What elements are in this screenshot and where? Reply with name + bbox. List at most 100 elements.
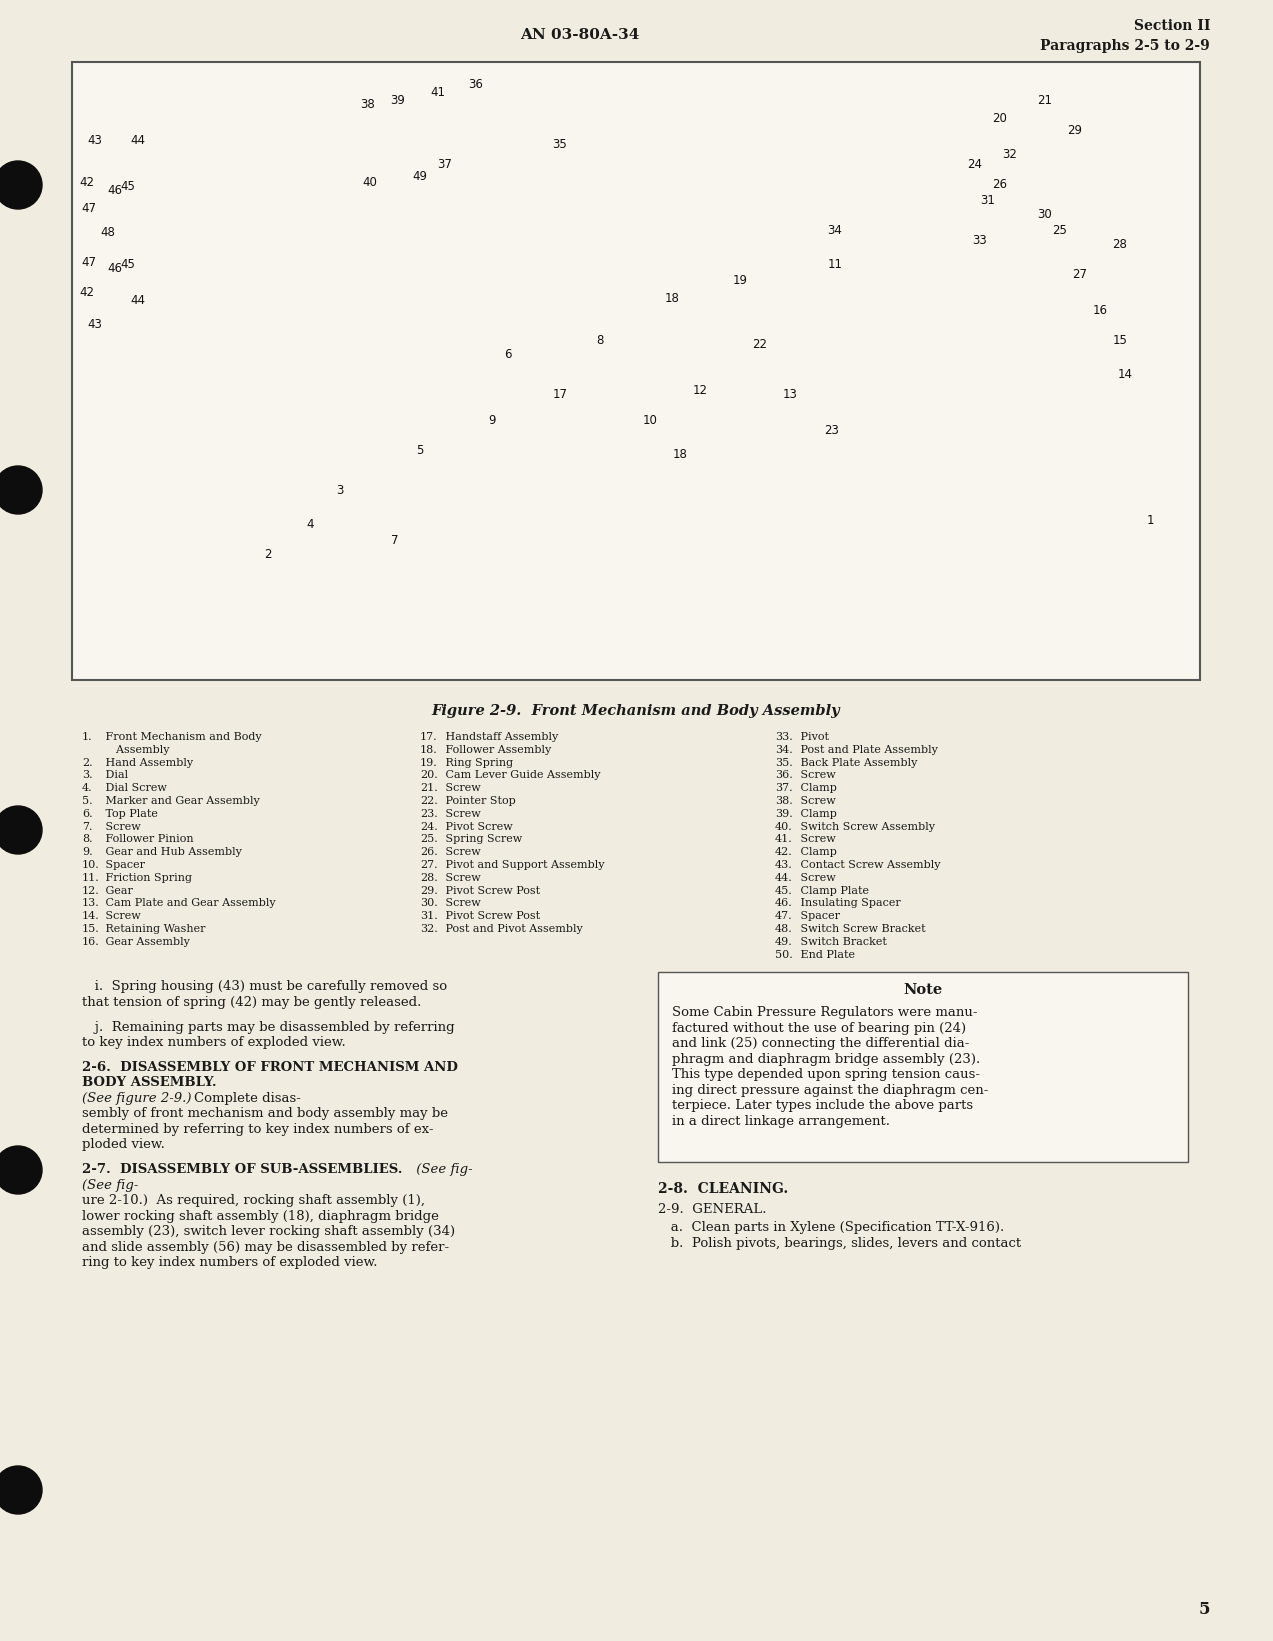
Text: Follower Pinion: Follower Pinion bbox=[102, 834, 193, 845]
Text: 38: 38 bbox=[360, 98, 376, 112]
Text: 3: 3 bbox=[336, 484, 344, 497]
Text: 45: 45 bbox=[121, 179, 135, 192]
Text: 25.: 25. bbox=[420, 834, 438, 845]
Text: b.  Polish pivots, bearings, slides, levers and contact: b. Polish pivots, bearings, slides, leve… bbox=[658, 1237, 1021, 1250]
Circle shape bbox=[0, 161, 42, 208]
Text: Insulating Spacer: Insulating Spacer bbox=[797, 898, 901, 909]
Text: Ring Spring: Ring Spring bbox=[442, 758, 513, 768]
Text: 23: 23 bbox=[825, 423, 839, 437]
Text: i.  Spring housing (43) must be carefully removed so: i. Spring housing (43) must be carefully… bbox=[81, 980, 447, 993]
Text: 47: 47 bbox=[81, 202, 97, 215]
Text: 20.: 20. bbox=[420, 770, 438, 781]
Text: 21: 21 bbox=[1037, 94, 1053, 107]
Text: Spring Screw: Spring Screw bbox=[442, 834, 522, 845]
Text: 37: 37 bbox=[438, 159, 452, 172]
Text: 22.: 22. bbox=[420, 796, 438, 806]
Text: that tension of spring (42) may be gently released.: that tension of spring (42) may be gentl… bbox=[81, 996, 421, 1009]
Text: 9: 9 bbox=[489, 414, 495, 427]
Text: 2-9.  GENERAL.: 2-9. GENERAL. bbox=[658, 1203, 766, 1216]
Text: 42: 42 bbox=[79, 177, 94, 189]
Text: assembly (23), switch lever rocking shaft assembly (34): assembly (23), switch lever rocking shaf… bbox=[81, 1226, 456, 1239]
Text: 14.: 14. bbox=[81, 911, 99, 921]
Text: 9.: 9. bbox=[81, 847, 93, 857]
Text: Clamp: Clamp bbox=[797, 783, 836, 793]
Text: Front Mechanism and Body: Front Mechanism and Body bbox=[102, 732, 262, 742]
Text: ploded view.: ploded view. bbox=[81, 1139, 165, 1152]
Text: 8.: 8. bbox=[81, 834, 93, 845]
Text: 40.: 40. bbox=[775, 822, 793, 832]
Text: 48.: 48. bbox=[775, 924, 793, 934]
Text: Post and Plate Assembly: Post and Plate Assembly bbox=[797, 745, 938, 755]
Text: ure 2-10.)  As required, rocking shaft assembly (1),: ure 2-10.) As required, rocking shaft as… bbox=[81, 1195, 425, 1208]
Text: 10.: 10. bbox=[81, 860, 99, 870]
Text: 35.: 35. bbox=[775, 758, 793, 768]
Text: 27.: 27. bbox=[420, 860, 438, 870]
Text: 16: 16 bbox=[1092, 304, 1108, 317]
Text: Screw: Screw bbox=[442, 898, 481, 909]
Text: This type depended upon spring tension caus-: This type depended upon spring tension c… bbox=[672, 1068, 980, 1081]
Text: Pivot Screw Post: Pivot Screw Post bbox=[442, 886, 540, 896]
Text: 29: 29 bbox=[1068, 123, 1082, 136]
Text: Handstaff Assembly: Handstaff Assembly bbox=[442, 732, 559, 742]
Text: End Plate: End Plate bbox=[797, 950, 855, 960]
Text: Paragraphs 2-5 to 2-9: Paragraphs 2-5 to 2-9 bbox=[1040, 39, 1211, 53]
Text: Switch Screw Bracket: Switch Screw Bracket bbox=[797, 924, 925, 934]
Circle shape bbox=[0, 1465, 42, 1515]
Text: 42.: 42. bbox=[775, 847, 793, 857]
Text: 28: 28 bbox=[1113, 238, 1128, 251]
Text: 34.: 34. bbox=[775, 745, 793, 755]
Bar bbox=[658, 973, 1188, 1162]
Text: (See fig-: (See fig- bbox=[81, 1178, 139, 1191]
Text: 16.: 16. bbox=[81, 937, 99, 947]
Text: 47.: 47. bbox=[775, 911, 793, 921]
Text: lower rocking shaft assembly (18), diaphragm bridge: lower rocking shaft assembly (18), diaph… bbox=[81, 1209, 439, 1223]
Text: 4.: 4. bbox=[81, 783, 93, 793]
Text: 2-7.  DISASSEMBLY OF SUB-ASSEMBLIES.: 2-7. DISASSEMBLY OF SUB-ASSEMBLIES. bbox=[81, 1163, 402, 1177]
Text: 15.: 15. bbox=[81, 924, 99, 934]
Text: 15: 15 bbox=[1113, 333, 1128, 346]
Text: 11.: 11. bbox=[81, 873, 99, 883]
Text: 46.: 46. bbox=[775, 898, 793, 909]
Text: 43.: 43. bbox=[775, 860, 793, 870]
Text: 1: 1 bbox=[1146, 514, 1153, 527]
Text: 2.: 2. bbox=[81, 758, 93, 768]
Text: sembly of front mechanism and body assembly may be: sembly of front mechanism and body assem… bbox=[81, 1108, 448, 1121]
Text: Screw: Screw bbox=[102, 822, 141, 832]
Text: Screw: Screw bbox=[797, 770, 836, 781]
Text: Pivot: Pivot bbox=[797, 732, 829, 742]
Text: 28.: 28. bbox=[420, 873, 438, 883]
Text: Follower Assembly: Follower Assembly bbox=[442, 745, 551, 755]
Text: and slide assembly (56) may be disassembled by refer-: and slide assembly (56) may be disassemb… bbox=[81, 1241, 449, 1254]
Text: 10: 10 bbox=[643, 414, 657, 427]
Text: Complete disas-: Complete disas- bbox=[193, 1091, 300, 1104]
Text: Gear: Gear bbox=[102, 886, 132, 896]
Text: BODY ASSEMBLY.: BODY ASSEMBLY. bbox=[81, 1076, 222, 1090]
Text: 13.: 13. bbox=[81, 898, 99, 909]
Text: Pivot Screw Post: Pivot Screw Post bbox=[442, 911, 540, 921]
Text: 30: 30 bbox=[1037, 208, 1053, 222]
Text: j.  Remaining parts may be disassembled by referring: j. Remaining parts may be disassembled b… bbox=[81, 1021, 454, 1034]
Text: Switch Bracket: Switch Bracket bbox=[797, 937, 887, 947]
Text: 44: 44 bbox=[131, 294, 145, 307]
Text: Clamp: Clamp bbox=[797, 809, 836, 819]
Text: (See figure 2-9.): (See figure 2-9.) bbox=[81, 1091, 191, 1104]
Text: 5: 5 bbox=[1198, 1602, 1211, 1618]
Text: 44.: 44. bbox=[775, 873, 793, 883]
Text: Clamp: Clamp bbox=[797, 847, 836, 857]
Text: 29.: 29. bbox=[420, 886, 438, 896]
Text: Gear Assembly: Gear Assembly bbox=[102, 937, 190, 947]
Text: 25: 25 bbox=[1053, 223, 1068, 236]
Text: ring to key index numbers of exploded view.: ring to key index numbers of exploded vi… bbox=[81, 1257, 378, 1268]
Text: 46: 46 bbox=[107, 261, 122, 274]
Text: Figure 2-9.  Front Mechanism and Body Assembly: Figure 2-9. Front Mechanism and Body Ass… bbox=[432, 704, 840, 719]
Text: (See fig-: (See fig- bbox=[412, 1163, 472, 1177]
Text: 45.: 45. bbox=[775, 886, 793, 896]
Text: 18: 18 bbox=[665, 292, 680, 305]
Text: 21.: 21. bbox=[420, 783, 438, 793]
Text: 18.: 18. bbox=[420, 745, 438, 755]
Text: 26.: 26. bbox=[420, 847, 438, 857]
Text: 49.: 49. bbox=[775, 937, 793, 947]
Text: Screw: Screw bbox=[442, 847, 481, 857]
Text: Retaining Washer: Retaining Washer bbox=[102, 924, 205, 934]
Text: 37.: 37. bbox=[775, 783, 793, 793]
